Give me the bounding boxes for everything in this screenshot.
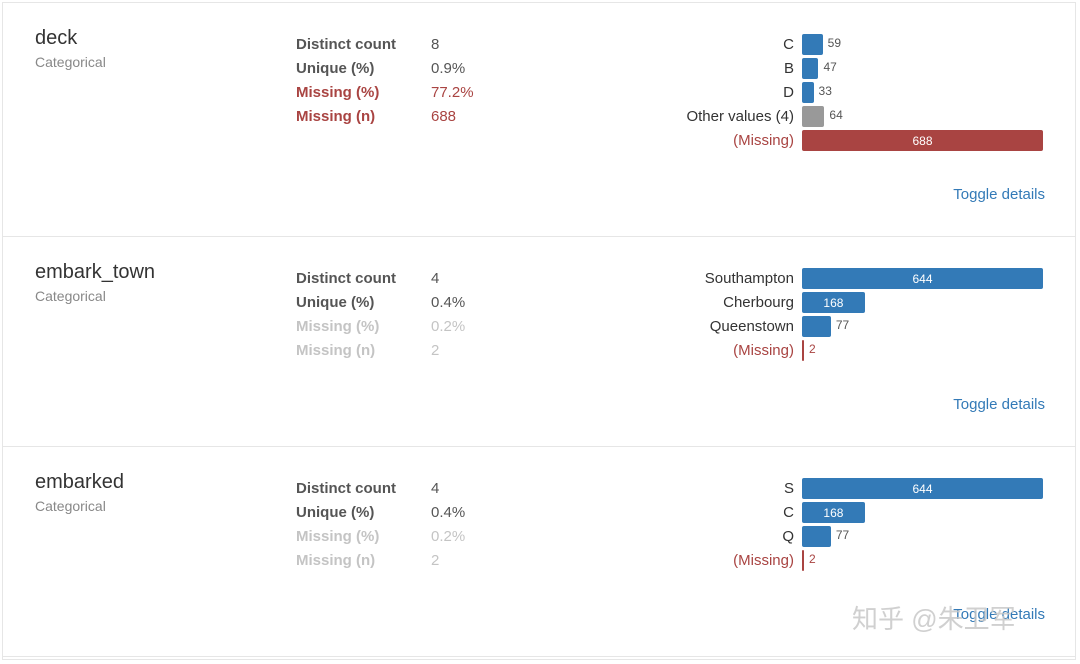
count-label: 688 bbox=[912, 134, 933, 148]
stat-label: Unique (%) bbox=[296, 294, 375, 311]
bar-label: C bbox=[783, 504, 794, 521]
count-label: 168 bbox=[823, 506, 844, 520]
count-label: 64 bbox=[829, 108, 843, 122]
bar-label: Other values (4) bbox=[686, 108, 794, 125]
stat-value: 2 bbox=[431, 552, 440, 569]
stat-value: 688 bbox=[431, 108, 457, 125]
count-label: 2 bbox=[809, 552, 816, 566]
stat-value: 4 bbox=[431, 480, 440, 497]
variable-name: embark_town bbox=[35, 261, 156, 283]
frequency-bar bbox=[802, 502, 865, 523]
stat-label: Missing (%) bbox=[296, 84, 380, 101]
count-label: 644 bbox=[912, 272, 933, 286]
variable-name: embarked bbox=[35, 471, 124, 493]
variable-type: Categorical bbox=[35, 288, 106, 304]
count-label: 168 bbox=[823, 296, 844, 310]
stat-label: Missing (%) bbox=[296, 528, 380, 545]
count-label: 47 bbox=[823, 60, 837, 74]
bar-label: Q bbox=[782, 528, 794, 545]
variable-section: embark_town Categorical Distinct count 4 Uni… bbox=[3, 237, 1075, 447]
variable-type: Categorical bbox=[35, 498, 106, 514]
stat-value: 8 bbox=[431, 36, 440, 53]
frequency-bar bbox=[802, 340, 804, 361]
toggle-details[interactable]: Toggle details bbox=[953, 396, 1045, 413]
stat-label: Missing (%) bbox=[296, 318, 380, 335]
frequency-bar bbox=[802, 34, 823, 55]
frequency-bar bbox=[802, 82, 814, 103]
variable-section: deck Categorical Distinct count 8 Unique (%)… bbox=[3, 3, 1075, 237]
count-label: 59 bbox=[827, 36, 842, 50]
variable-type: Categorical bbox=[35, 54, 106, 70]
count-label: 33 bbox=[818, 84, 832, 98]
watermark: 知乎 @朱卫军 bbox=[852, 604, 1016, 634]
stat-label: Missing (n) bbox=[296, 552, 376, 569]
bar-label: (Missing) bbox=[733, 132, 794, 149]
variable-name: deck bbox=[35, 27, 78, 49]
stat-value: 0.4% bbox=[431, 294, 466, 311]
stat-label: Unique (%) bbox=[296, 504, 375, 521]
stat-label: Distinct count bbox=[296, 270, 396, 287]
toggle-details[interactable]: Toggle details bbox=[953, 186, 1045, 203]
stat-value: 0.4% bbox=[431, 504, 466, 521]
bar-label: B bbox=[783, 60, 794, 77]
stat-value: 0.2% bbox=[431, 318, 466, 335]
toggle-details[interactable]: Toggle details bbox=[953, 606, 1045, 623]
stat-value: 0.2% bbox=[431, 528, 466, 545]
stat-value: 4 bbox=[431, 270, 440, 287]
stat-value: 77.2% bbox=[431, 84, 474, 101]
stat-value: 0.9% bbox=[431, 60, 466, 77]
frequency-bar bbox=[802, 268, 1043, 289]
frequency-bar bbox=[802, 526, 831, 547]
frequency-bar bbox=[802, 58, 819, 79]
stat-label: Distinct count bbox=[296, 36, 396, 53]
stat-label: Distinct count bbox=[296, 480, 396, 497]
frequency-bar bbox=[802, 106, 825, 127]
bar-label: (Missing) bbox=[733, 552, 794, 569]
frequency-bar bbox=[802, 478, 1043, 499]
count-label: 77 bbox=[835, 318, 850, 332]
count-label: 644 bbox=[912, 482, 933, 496]
frequency-bar bbox=[802, 130, 1043, 151]
bar-label: Queenstown bbox=[709, 318, 794, 335]
stat-value: 2 bbox=[431, 342, 440, 359]
stat-label: Missing (n) bbox=[296, 108, 376, 125]
bar-label: Southampton bbox=[704, 270, 794, 287]
bar-label: D bbox=[783, 84, 794, 101]
bar-label: (Missing) bbox=[733, 342, 794, 359]
count-label: 77 bbox=[835, 528, 850, 542]
bar-label: S bbox=[783, 480, 794, 497]
stat-label: Missing (n) bbox=[296, 342, 376, 359]
count-label: 2 bbox=[809, 342, 816, 356]
stat-label: Unique (%) bbox=[296, 60, 375, 77]
variable-section: embarked Categorical Distinct count 4 Unique… bbox=[3, 447, 1075, 657]
bar-label: C bbox=[783, 36, 794, 53]
frequency-bar bbox=[802, 292, 865, 313]
bar-label: Cherbourg bbox=[723, 294, 794, 311]
frequency-bar bbox=[802, 316, 831, 337]
frequency-bar bbox=[802, 550, 804, 571]
